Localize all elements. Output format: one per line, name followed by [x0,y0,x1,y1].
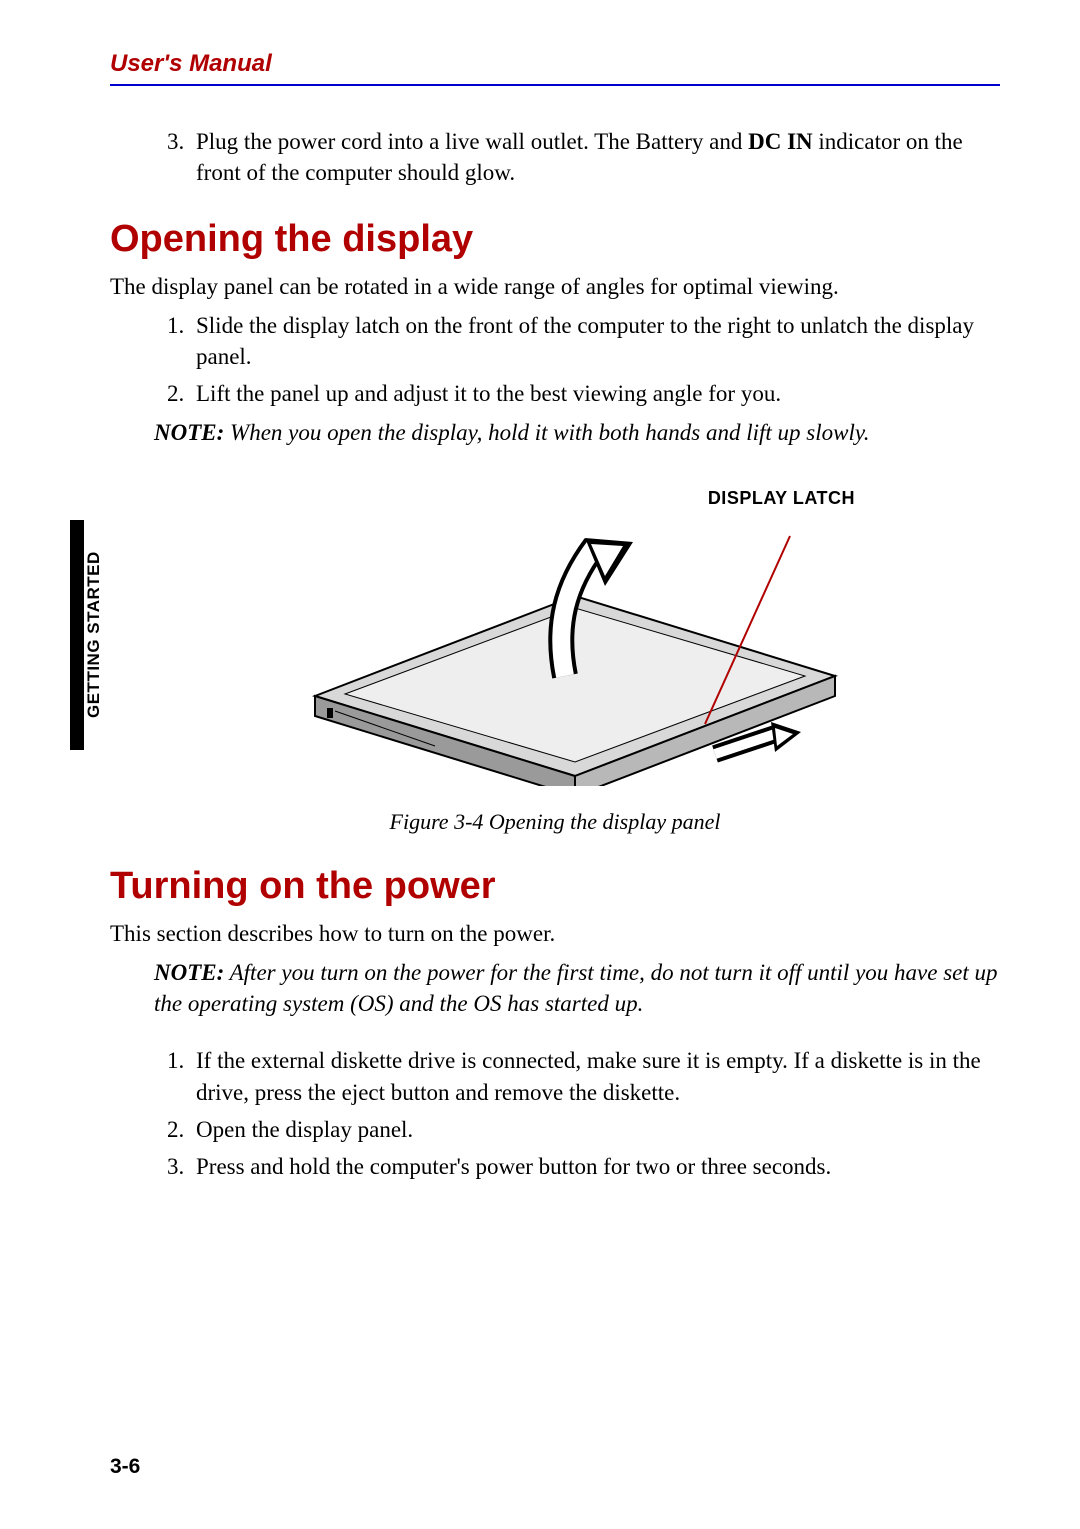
laptop-svg [235,476,875,786]
note-body: When you open the display, hold it with … [224,420,869,445]
list-text-bold: DC IN [748,129,813,154]
list-item: Plug the power cord into a live wall out… [190,126,1000,188]
list-item: Press and hold the computer's power butt… [190,1151,1000,1182]
top-continued-list: Plug the power cord into a live wall out… [190,126,1000,188]
side-tab-text: GETTING STARTED [84,520,108,750]
header-title: User's Manual [110,50,1000,78]
side-tab-marker [70,520,84,750]
note-body: After you turn on the power for the firs… [154,960,998,1016]
figure-wrap: DISPLAY LATCH [110,476,1000,791]
figure-laptop-illustration: DISPLAY LATCH [235,476,875,786]
figure-caption: Figure 3-4 Opening the display panel [110,809,1000,835]
list-item: Open the display panel. [190,1114,1000,1145]
note-label: NOTE: [154,960,224,985]
section1-intro: The display panel can be rotated in a wi… [110,271,1000,302]
list-text-prefix: Plug the power cord into a live wall out… [196,129,748,154]
page-number: 3-6 [110,1455,140,1479]
list-item: Lift the panel up and adjust it to the b… [190,378,1000,409]
header-rule [110,84,1000,86]
section1-heading: Opening the display [110,218,1000,261]
list-item: Slide the display latch on the front of … [190,310,1000,372]
note-label: NOTE: [154,420,224,445]
section2-intro: This section describes how to turn on th… [110,918,1000,949]
side-tab: GETTING STARTED [70,520,98,750]
figure-callout-label: DISPLAY LATCH [708,488,855,509]
list-item: If the external diskette drive is connec… [190,1045,1000,1107]
section2-steps: If the external diskette drive is connec… [190,1045,1000,1181]
section1-note: NOTE: When you open the display, hold it… [154,417,1000,448]
section2-heading: Turning on the power [110,865,1000,908]
section1-steps: Slide the display latch on the front of … [190,310,1000,409]
section2-note: NOTE: After you turn on the power for th… [154,957,1000,1019]
